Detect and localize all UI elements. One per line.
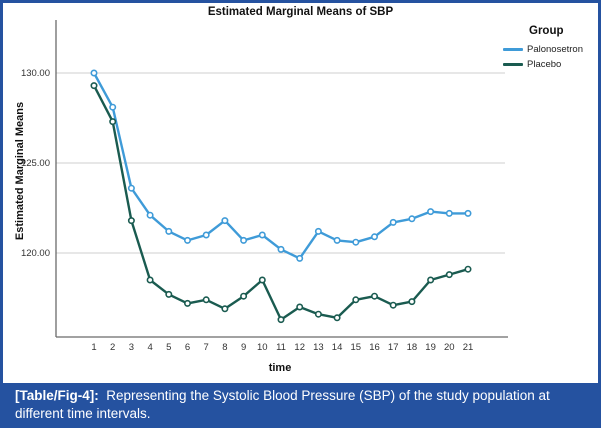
caption-label: [Table/Fig-4]: bbox=[15, 388, 99, 403]
data-point-placebo bbox=[90, 82, 98, 90]
legend-item-placebo: Placebo bbox=[503, 59, 595, 70]
spss-chart: Estimated Marginal Means of SBP Estimate… bbox=[3, 3, 598, 383]
x-tick-label: 12 bbox=[294, 342, 305, 353]
chart-title: Estimated Marginal Means of SBP bbox=[207, 6, 394, 18]
data-point-palonosetron bbox=[333, 236, 341, 244]
data-point-placebo bbox=[127, 217, 135, 225]
y-tick-label: 120.00 bbox=[21, 248, 50, 259]
data-point-placebo bbox=[389, 301, 397, 309]
data-point-placebo bbox=[370, 292, 378, 300]
data-point-palonosetron bbox=[202, 231, 210, 239]
y-axis-title: Estimated Marginal Means bbox=[14, 101, 26, 241]
data-point-placebo bbox=[464, 265, 472, 273]
data-point-palonosetron bbox=[146, 211, 154, 219]
data-point-placebo bbox=[202, 296, 210, 304]
data-point-placebo bbox=[109, 118, 117, 126]
x-tick-label: 11 bbox=[276, 342, 286, 353]
x-tick-label: 3 bbox=[129, 342, 134, 353]
x-tick-label: 5 bbox=[166, 342, 171, 353]
data-point-palonosetron bbox=[258, 231, 266, 239]
x-tick-label: 21 bbox=[463, 342, 474, 353]
caption-text: [Table/Fig-4]: Representing the Systolic… bbox=[15, 387, 586, 423]
data-point-palonosetron bbox=[165, 227, 173, 235]
x-tick-label: 19 bbox=[425, 342, 436, 353]
series-line-palonosetron bbox=[92, 71, 470, 260]
data-point-placebo bbox=[184, 299, 192, 307]
data-point-placebo bbox=[221, 305, 229, 313]
x-tick-label: 7 bbox=[204, 342, 209, 353]
data-point-placebo bbox=[408, 298, 416, 306]
data-point-placebo bbox=[277, 316, 285, 324]
data-point-placebo bbox=[427, 276, 435, 284]
palonosetron-line-swatch-icon bbox=[503, 48, 523, 51]
data-point-placebo bbox=[333, 314, 341, 322]
x-tick-label: 9 bbox=[241, 342, 246, 353]
caption-body: Representing the Systolic Blood Pressure… bbox=[15, 388, 550, 421]
data-point-palonosetron bbox=[127, 184, 135, 192]
data-point-palonosetron bbox=[427, 208, 435, 216]
x-tick-label: 6 bbox=[185, 342, 190, 353]
legend-label: Placebo bbox=[527, 59, 562, 70]
data-point-palonosetron bbox=[408, 215, 416, 223]
data-point-placebo bbox=[258, 276, 266, 284]
data-point-palonosetron bbox=[240, 236, 248, 244]
data-point-palonosetron bbox=[277, 245, 285, 253]
data-point-palonosetron bbox=[389, 218, 397, 226]
y-tick-label: 125.00 bbox=[21, 158, 50, 169]
data-point-placebo bbox=[445, 271, 453, 279]
y-tick-label: 130.00 bbox=[21, 68, 50, 79]
data-point-palonosetron bbox=[464, 209, 472, 217]
legend-label: Palonosetron bbox=[527, 44, 583, 55]
data-point-palonosetron bbox=[370, 233, 378, 241]
data-point-palonosetron bbox=[109, 103, 117, 111]
x-tick-label: 2 bbox=[110, 342, 115, 353]
data-point-placebo bbox=[146, 276, 154, 284]
data-point-placebo bbox=[352, 296, 360, 304]
legend: Group Palonosetron Placebo bbox=[503, 25, 595, 74]
data-point-palonosetron bbox=[221, 217, 229, 225]
x-tick-label: 16 bbox=[369, 342, 380, 353]
x-tick-label: 14 bbox=[332, 342, 343, 353]
x-tick-label: 8 bbox=[222, 342, 227, 353]
data-point-palonosetron bbox=[445, 209, 453, 217]
placebo-line-swatch-icon bbox=[503, 63, 523, 66]
x-tick-label: 10 bbox=[257, 342, 268, 353]
series-line-placebo bbox=[92, 84, 470, 321]
legend-item-palonosetron: Palonosetron bbox=[503, 44, 595, 55]
legend-title: Group bbox=[529, 25, 564, 37]
data-point-placebo bbox=[314, 310, 322, 318]
data-point-placebo bbox=[296, 303, 304, 311]
x-tick-label: 13 bbox=[313, 342, 324, 353]
x-tick-label: 15 bbox=[351, 342, 362, 353]
data-point-placebo bbox=[165, 290, 173, 298]
x-tick-label: 17 bbox=[388, 342, 399, 353]
figure-caption: [Table/Fig-4]: Representing the Systolic… bbox=[3, 383, 598, 425]
x-tick-label: 4 bbox=[147, 342, 152, 353]
data-point-palonosetron bbox=[90, 69, 98, 77]
x-axis-title: time bbox=[268, 362, 292, 374]
x-tick-label: 18 bbox=[407, 342, 418, 353]
data-point-placebo bbox=[240, 292, 248, 300]
x-tick-label: 20 bbox=[444, 342, 455, 353]
data-point-palonosetron bbox=[184, 236, 192, 244]
x-tick-label: 1 bbox=[91, 342, 96, 353]
data-point-palonosetron bbox=[296, 254, 304, 262]
data-point-palonosetron bbox=[352, 238, 360, 246]
data-point-palonosetron bbox=[314, 227, 322, 235]
